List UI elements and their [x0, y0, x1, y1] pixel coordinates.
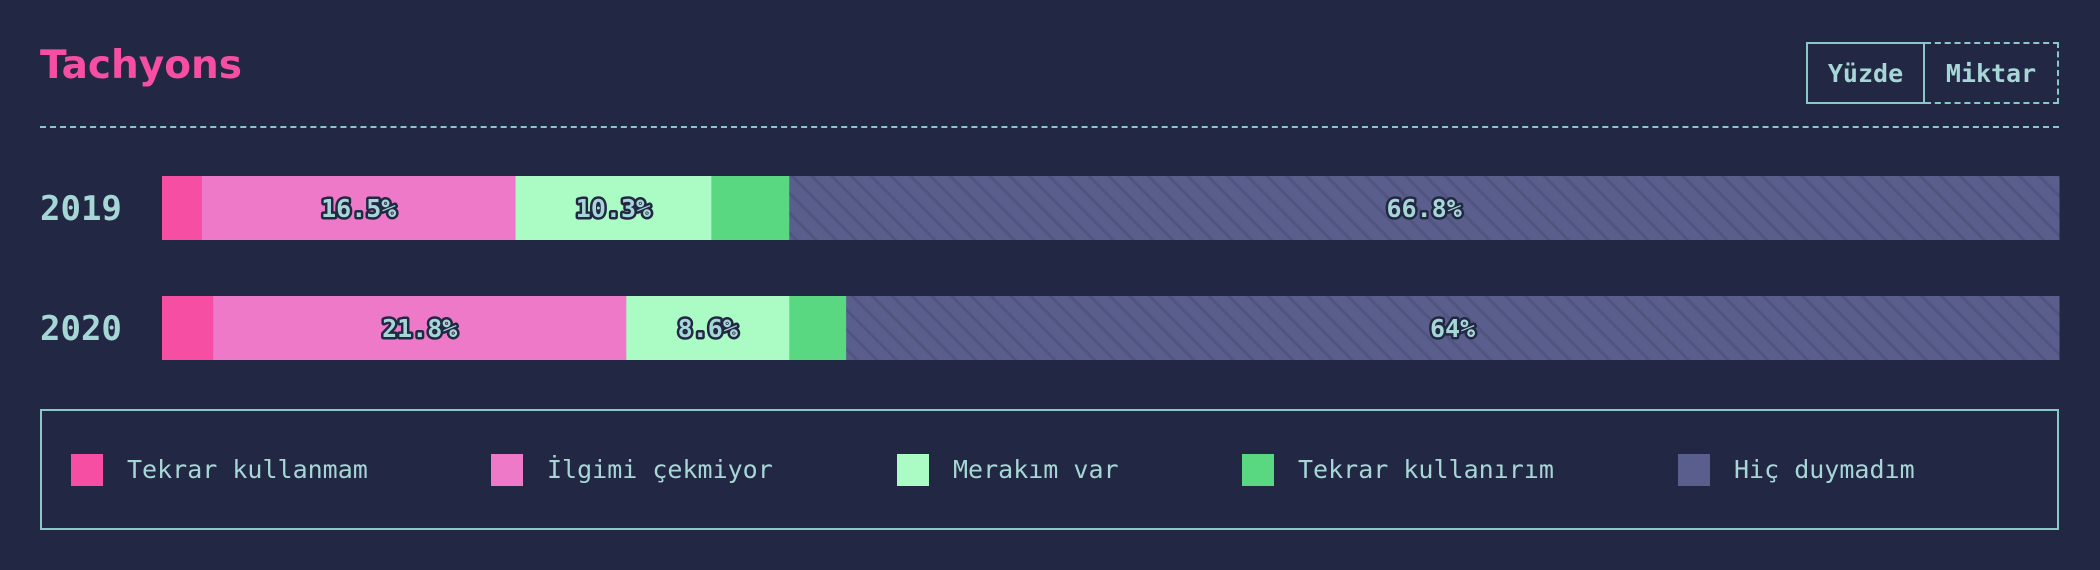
row-label-2019: 2019: [40, 189, 122, 229]
chart-title: Tachyons: [40, 43, 242, 88]
bar-segment-2019-0[interactable]: [162, 176, 203, 240]
percent-toggle-button[interactable]: Yüzde: [1806, 42, 1925, 104]
bar-segment-2020-4[interactable]: [846, 296, 2060, 360]
legend-item-hic-duymadim[interactable]: Hiç duymadım: [1678, 411, 1915, 528]
legend-swatch: [897, 453, 929, 486]
data-label-2019-4: 66.8%: [1386, 194, 1461, 223]
legend-label: Tekrar kullanırım: [1298, 455, 1554, 484]
data-label-2020-1: 21.8%: [382, 314, 457, 343]
amount-toggle-button[interactable]: Miktar: [1925, 42, 2059, 104]
row-label-2020: 2020: [40, 309, 122, 349]
legend-item-ilgimi-cekmiyor[interactable]: İlgimi çekmiyor: [491, 411, 773, 528]
legend-item-tekrar-kullanmam[interactable]: Tekrar kullanmam: [71, 411, 368, 528]
legend-item-merakim-var[interactable]: Merakım var: [897, 411, 1119, 528]
legend-label: Merakım var: [953, 455, 1119, 484]
data-label-2019-2: 10.3%: [576, 194, 651, 223]
bar-segment-2019-2[interactable]: [515, 176, 712, 240]
bar-segment-2020-0[interactable]: [162, 296, 214, 360]
bar-segment-2020-3[interactable]: [789, 296, 847, 360]
display-mode-toggle: Yüzde Miktar: [1806, 42, 2059, 104]
data-label-2020-2: 8.6%: [678, 314, 738, 343]
bar-segment-2019-4[interactable]: [789, 176, 2060, 240]
legend-label: Tekrar kullanmam: [127, 455, 368, 484]
bar-segment-2020-2[interactable]: [626, 296, 790, 360]
data-label-2019-1: 16.5%: [321, 194, 396, 223]
legend-item-tekrar-kullanirim[interactable]: Tekrar kullanırım: [1242, 411, 1554, 528]
bar-segment-2019-1[interactable]: [201, 176, 517, 240]
legend-label: İlgimi çekmiyor: [547, 455, 773, 484]
legend: Tekrar kullanmam İlgimi çekmiyor Merakım…: [40, 409, 2059, 530]
legend-label: Hiç duymadım: [1734, 455, 1915, 484]
stacked-bar-chart: 16.5% 10.3% 66.8% 21.8% 8.6% 64%: [162, 176, 2060, 360]
bar-segment-2020-1[interactable]: [213, 296, 627, 360]
legend-swatch: [491, 453, 523, 486]
legend-swatch: [1678, 453, 1710, 486]
bar-segment-2019-3[interactable]: [711, 176, 790, 240]
legend-swatch: [1242, 453, 1274, 486]
data-label-2020-4: 64%: [1430, 314, 1475, 343]
legend-swatch: [71, 453, 103, 486]
header-divider: [40, 126, 2059, 128]
